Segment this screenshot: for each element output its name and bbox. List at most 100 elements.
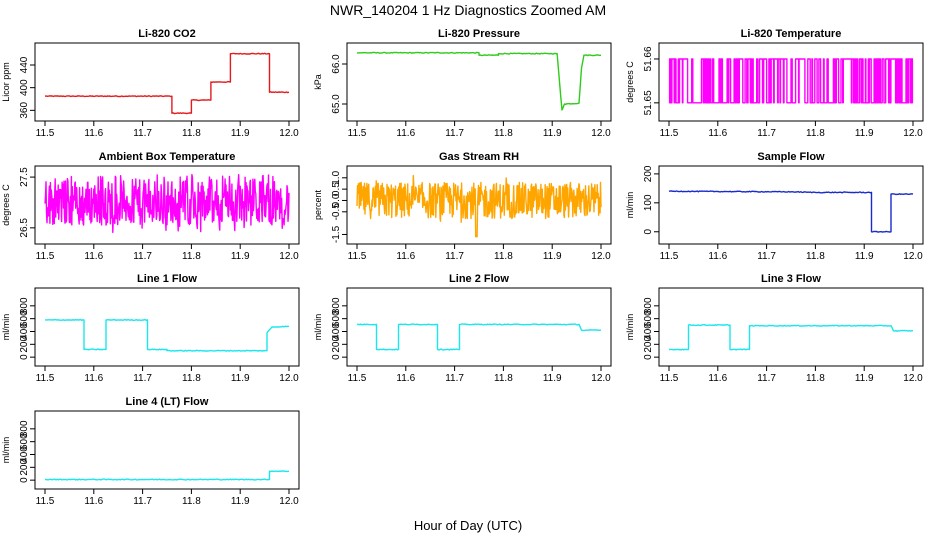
x-tick-label: 11.6 [84, 373, 103, 384]
x-tick-label: 11.7 [445, 251, 464, 262]
series-line [44, 173, 290, 234]
y-tick-label: 600 [643, 310, 654, 327]
y-axis-label: ml/min [1, 437, 11, 464]
x-tick-label: 11.6 [708, 128, 727, 139]
y-tick-label: 200 [331, 336, 342, 353]
x-tick-label: 11.6 [396, 128, 415, 139]
y-tick-label: 0.5 [331, 182, 342, 196]
plot-title: Sample Flow [757, 151, 825, 163]
y-tick-label: -1.5 [331, 225, 342, 243]
y-tick-label: 400 [19, 79, 30, 96]
y-tick-label: 1.0 [331, 170, 342, 184]
y-axis-label: ml/min [625, 192, 635, 219]
x-tick-label: 11.8 [806, 373, 825, 384]
y-tick-label: 100 [643, 194, 654, 211]
y-tick-label: 65.0 [331, 94, 342, 114]
y-tick-label: 600 [19, 310, 30, 327]
y-tick-label: 360 [19, 102, 30, 119]
x-tick-label: 11.7 [133, 128, 152, 139]
x-tick-label: 12.0 [279, 496, 299, 507]
x-tick-label: 11.6 [708, 251, 727, 262]
x-tick-label: 11.5 [36, 251, 55, 262]
plot-title: Li-820 CO2 [138, 28, 195, 40]
series-line [356, 323, 601, 351]
x-tick-label: 12.0 [279, 373, 299, 384]
series-line [356, 174, 602, 238]
x-tick-label: 11.6 [708, 373, 727, 384]
x-tick-label: 11.6 [396, 373, 415, 384]
x-tick-label: 11.9 [855, 128, 874, 139]
y-tick-label: 200 [19, 459, 30, 476]
x-tick-label: 11.8 [806, 128, 825, 139]
x-tick-label: 11.8 [182, 251, 201, 262]
x-tick-label: 11.9 [231, 128, 250, 139]
x-tick-label: 11.8 [182, 496, 201, 507]
y-tick-label: 0 [19, 354, 30, 360]
x-tick-label: 11.5 [348, 373, 367, 384]
y-tick-label: 0 [643, 229, 654, 235]
series-line [668, 190, 914, 233]
x-tick-label: 11.5 [660, 251, 679, 262]
y-axis-label: degrees C [625, 61, 635, 103]
x-tick-label: 11.8 [494, 251, 513, 262]
y-tick-label: 800 [643, 297, 654, 314]
y-tick-label: 800 [19, 420, 30, 437]
x-tick-label: 11.5 [348, 251, 367, 262]
x-tick-label: 12.0 [591, 128, 611, 139]
y-tick-label: 0 [19, 477, 30, 483]
plot-title: Line 2 Flow [449, 273, 509, 285]
y-axis-label: ml/min [1, 314, 11, 341]
x-tick-label: 11.5 [36, 373, 55, 384]
y-axis-label: kPa [313, 74, 323, 90]
x-tick-label: 11.5 [660, 373, 679, 384]
plot-title: Line 1 Flow [137, 273, 197, 285]
y-axis-label: degrees C [1, 184, 11, 226]
x-tick-label: 11.9 [855, 373, 874, 384]
plot-frame [658, 165, 924, 245]
x-tick-label: 11.5 [36, 128, 55, 139]
plot-title: Li-820 Pressure [438, 28, 520, 40]
y-tick-label: 0 [643, 354, 654, 360]
series-line [44, 470, 290, 481]
plot-frame [658, 42, 924, 122]
plot-title: Line 4 (LT) Flow [126, 396, 209, 408]
x-tick-label: 11.9 [231, 373, 250, 384]
plot-frame [34, 287, 300, 367]
x-tick-label: 11.9 [543, 373, 562, 384]
y-tick-label: 0 [331, 354, 342, 360]
x-tick-label: 11.7 [757, 128, 776, 139]
y-axis-label: Licor ppm [1, 62, 11, 102]
plot-title: Ambient Box Temperature [99, 151, 236, 163]
y-tick-label: 51.65 [643, 90, 654, 115]
x-tick-label: 12.0 [903, 128, 923, 139]
x-tick-label: 11.7 [445, 128, 464, 139]
series-line [44, 52, 290, 115]
y-tick-label: 200 [643, 165, 654, 182]
x-tick-label: 12.0 [903, 373, 923, 384]
y-tick-label: 800 [19, 297, 30, 314]
y-tick-label: 800 [331, 297, 342, 314]
x-axis-label: Hour of Day (UTC) [413, 518, 523, 533]
x-tick-label: 11.7 [133, 496, 152, 507]
x-tick-label: 11.9 [231, 496, 250, 507]
x-tick-label: 11.6 [396, 251, 415, 262]
x-tick-label: 12.0 [279, 251, 299, 262]
y-tick-label: 400 [19, 323, 30, 340]
x-tick-label: 11.9 [543, 128, 562, 139]
x-tick-label: 11.5 [36, 496, 55, 507]
y-tick-label: 400 [331, 323, 342, 340]
x-tick-label: 12.0 [591, 251, 611, 262]
series-line [668, 324, 914, 351]
x-tick-label: 11.6 [84, 251, 103, 262]
x-tick-label: 11.8 [494, 373, 513, 384]
y-tick-label: 26.5 [19, 218, 30, 238]
series-line [45, 318, 290, 352]
y-axis-label: percent [313, 189, 323, 220]
x-tick-label: 11.7 [133, 373, 152, 384]
x-tick-label: 11.9 [543, 251, 562, 262]
y-tick-label: 0.0 [331, 193, 342, 207]
x-tick-label: 11.7 [757, 373, 776, 384]
plot-frame [658, 287, 924, 367]
